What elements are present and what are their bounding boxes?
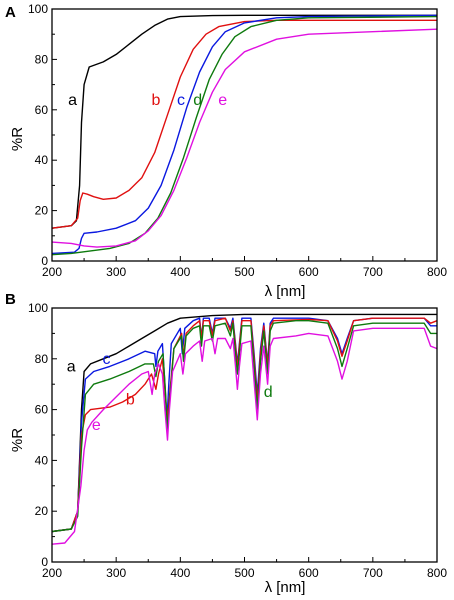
curve-label-b-b: b	[126, 392, 135, 409]
curve-label-a-b: b	[151, 92, 160, 109]
x-tick-label-b-700: 700	[363, 566, 383, 580]
curve-label-b-d: d	[264, 384, 273, 401]
x-axis-label-a: λ [nm]	[265, 283, 306, 300]
x-tick-label-a-400: 400	[170, 265, 190, 279]
curve-label-a-e: e	[218, 92, 227, 109]
y-tick-label-b-0: 0	[41, 555, 48, 569]
y-tick-label-a-0: 0	[41, 254, 48, 268]
x-tick-label-b-400: 400	[170, 566, 190, 580]
curve-label-b-c: c	[103, 351, 111, 368]
x-tick-label-a-500: 500	[234, 265, 254, 279]
y-tick-label-b-80: 80	[35, 352, 49, 366]
x-tick-label-b-300: 300	[106, 566, 126, 580]
y-tick-label-b-100: 100	[28, 301, 48, 315]
series-a	[51, 14, 438, 256]
curve-label-b-a: a	[67, 359, 76, 376]
y-axis-label-a: %R	[9, 127, 26, 151]
panel-letter-b: B	[5, 291, 16, 308]
y-tick-label-a-60: 60	[35, 103, 49, 117]
y-axis-label-b: %R	[9, 428, 26, 452]
series-line-b-a	[51, 313, 437, 533]
series-line-b-b	[51, 317, 438, 533]
series-line-a-b	[51, 19, 437, 229]
y-tick-label-a-80: 80	[35, 52, 49, 66]
x-tick-label-b-600: 600	[299, 566, 319, 580]
ticks-a: 200 300 400 500 600 700 800 0 20 40 60 80 100	[28, 2, 447, 279]
plot-frame-b	[51, 307, 438, 563]
y-tick-label-a-20: 20	[35, 204, 49, 218]
x-tick-label-a-300: 300	[106, 265, 126, 279]
series-line-a-a	[51, 14, 437, 229]
x-tick-label-b-800: 800	[427, 566, 447, 580]
curve-label-a-d: d	[193, 92, 202, 109]
x-tick-label-a-800: 800	[427, 265, 447, 279]
y-tick-label-b-40: 40	[35, 453, 49, 467]
curve-label-b-e: e	[92, 417, 101, 434]
series-line-a-d	[51, 15, 438, 256]
x-tick-label-a-200: 200	[42, 265, 62, 279]
x-axis-label-b: λ [nm]	[265, 579, 306, 596]
y-tick-label-a-40: 40	[35, 153, 49, 167]
curve-label-a-a: a	[68, 92, 77, 109]
series-line-a-c	[51, 14, 438, 255]
series-line-b-d	[51, 320, 437, 533]
series-b	[51, 313, 438, 545]
series-line-a-e	[51, 28, 438, 248]
curve-label-a-c: c	[177, 92, 185, 109]
series-line-b-e	[51, 327, 438, 545]
x-tick-label-b-500: 500	[234, 566, 254, 580]
y-tick-label-b-20: 20	[35, 504, 49, 518]
y-tick-label-a-100: 100	[28, 2, 48, 16]
curve-labels-b: a c b d e	[67, 351, 273, 434]
x-tick-label-b-200: 200	[42, 566, 62, 580]
panel-a: A %R λ [nm] 200 300 400 500 600 700 800 0 20 40 60…	[5, 2, 447, 300]
y-tick-label-b-60: 60	[35, 403, 49, 417]
x-tick-label-a-700: 700	[363, 265, 383, 279]
plot-frame-a	[51, 8, 438, 262]
panel-letter-a: A	[5, 4, 16, 21]
x-tick-label-a-600: 600	[299, 265, 319, 279]
ticks-b: 200 300 400 500 600 700 800 0 20 40 60 80 100	[28, 301, 447, 580]
panel-b: B %R λ [nm] 200 300 400 500 600 700 800 0 20 40 60…	[5, 291, 447, 596]
